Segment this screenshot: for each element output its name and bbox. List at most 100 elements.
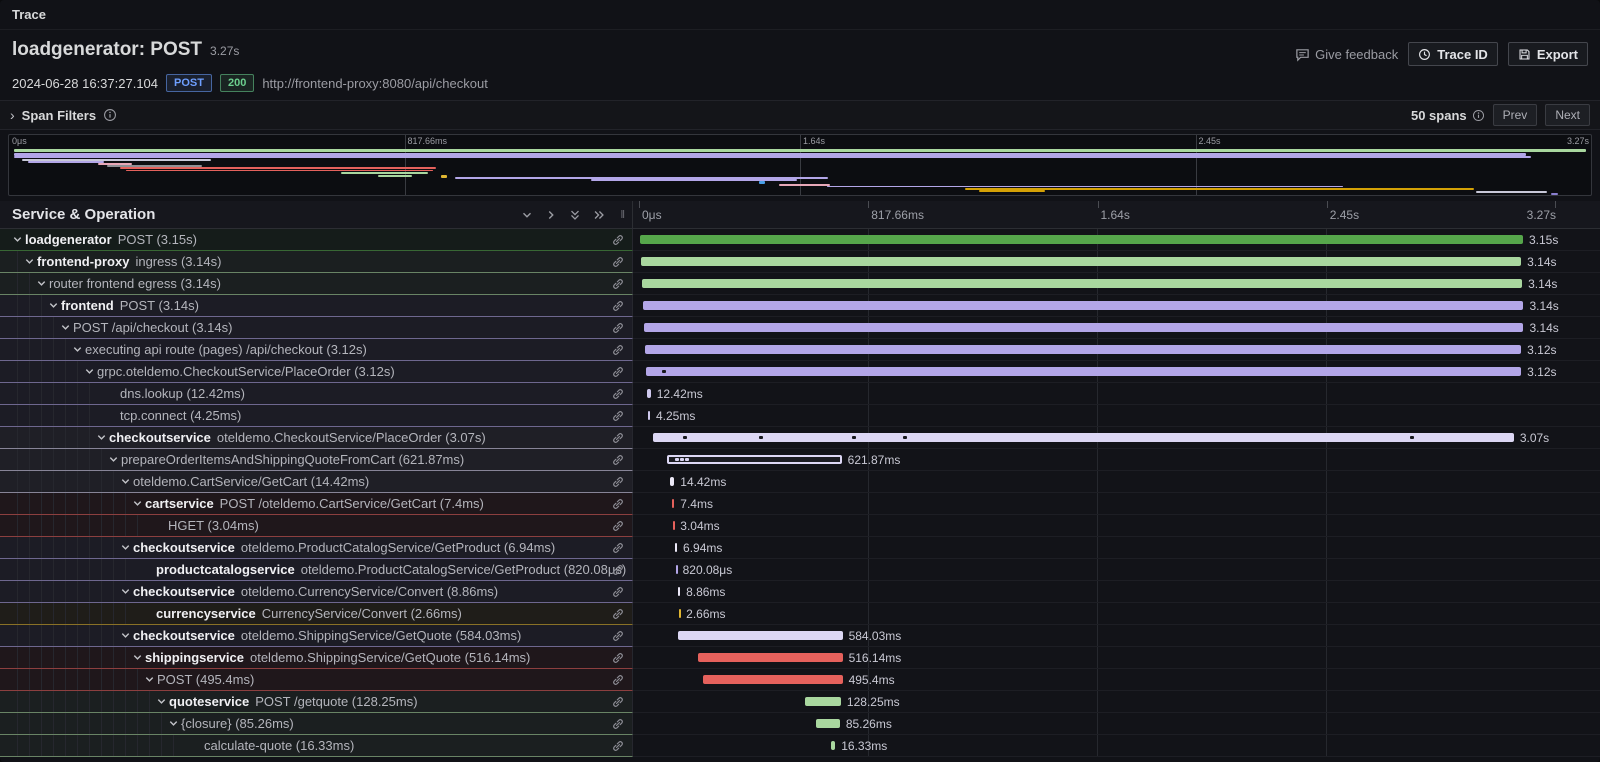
span-row[interactable]: prepareOrderItemsAndShippingQuoteFromCar… — [0, 449, 1600, 471]
span-row-timeline-cell[interactable]: 516.14ms — [633, 647, 1600, 669]
link-icon[interactable] — [611, 255, 625, 269]
link-icon[interactable] — [611, 365, 625, 379]
span-row-label-cell[interactable]: quoteservice POST /getquote (128.25ms) — [0, 691, 633, 713]
span-row[interactable]: shippingservice oteldemo.ShippingService… — [0, 647, 1600, 669]
span-filters-toggle[interactable]: › Span Filters — [10, 108, 117, 123]
span-row-label-cell[interactable]: frontend-proxy ingress (3.14s) — [0, 251, 633, 273]
prev-button[interactable]: Prev — [1492, 104, 1538, 126]
span-row-timeline-cell[interactable]: 3.04ms — [633, 515, 1600, 537]
double-chevron-right-icon[interactable] — [592, 208, 606, 222]
span-bar[interactable] — [672, 499, 675, 508]
span-row-timeline-cell[interactable]: 3.07s — [633, 427, 1600, 449]
span-bar[interactable] — [643, 301, 1524, 310]
link-icon[interactable] — [611, 607, 625, 621]
span-row[interactable]: oteldemo.CartService/GetCart (14.42ms) 1… — [0, 471, 1600, 493]
span-bar[interactable] — [678, 609, 681, 618]
span-row[interactable]: HGET (3.04ms) 3.04ms — [0, 515, 1600, 537]
link-icon[interactable] — [611, 277, 625, 291]
span-row[interactable]: executing api route (pages) /api/checkou… — [0, 339, 1600, 361]
span-row-label-cell[interactable]: grpc.oteldemo.CheckoutService/PlaceOrder… — [0, 361, 633, 383]
span-bar[interactable] — [641, 279, 1523, 288]
span-row-timeline-cell[interactable]: 2.66ms — [633, 603, 1600, 625]
chevron-down-icon[interactable] — [72, 344, 83, 355]
span-row-timeline-cell[interactable]: 16.33ms — [633, 735, 1600, 757]
link-icon[interactable] — [611, 739, 625, 753]
span-row-timeline-cell[interactable]: 3.12s — [633, 339, 1600, 361]
span-bar[interactable] — [672, 521, 675, 530]
span-row[interactable]: checkoutservice oteldemo.ProductCatalogS… — [0, 537, 1600, 559]
span-row-label-cell[interactable]: shippingservice oteldemo.ShippingService… — [0, 647, 633, 669]
span-row-timeline-cell[interactable]: 8.86ms — [633, 581, 1600, 603]
link-icon[interactable] — [611, 299, 625, 313]
chevron-down-icon[interactable] — [36, 278, 47, 289]
span-row-label-cell[interactable]: checkoutservice oteldemo.ShippingService… — [0, 625, 633, 647]
span-bar[interactable] — [667, 455, 842, 464]
span-row-timeline-cell[interactable]: 3.15s — [633, 229, 1600, 251]
chevron-down-icon[interactable] — [60, 322, 71, 333]
span-row-timeline-cell[interactable]: 7.4ms — [633, 493, 1600, 515]
link-icon[interactable] — [611, 387, 625, 401]
link-icon[interactable] — [611, 629, 625, 643]
chevron-down-icon[interactable] — [132, 652, 143, 663]
chevron-right-icon[interactable] — [544, 208, 558, 222]
link-icon[interactable] — [611, 651, 625, 665]
span-row-timeline-cell[interactable]: 584.03ms — [633, 625, 1600, 647]
span-bar[interactable] — [815, 719, 840, 728]
link-icon[interactable] — [611, 497, 625, 511]
span-bar[interactable] — [670, 477, 675, 486]
span-row-timeline-cell[interactable]: 3.14s — [633, 251, 1600, 273]
chevron-down-icon[interactable] — [168, 718, 179, 729]
span-bar[interactable] — [703, 675, 843, 684]
chevron-down-icon[interactable] — [156, 696, 167, 707]
span-row-label-cell[interactable]: calculate-quote (16.33ms) — [0, 735, 633, 757]
link-icon[interactable] — [611, 475, 625, 489]
span-row-label-cell[interactable]: productcatalogservice oteldemo.ProductCa… — [0, 559, 633, 581]
span-bar[interactable] — [830, 741, 836, 750]
span-bar[interactable] — [675, 565, 678, 574]
span-row-label-cell[interactable]: currencyservice CurrencyService/Convert … — [0, 603, 633, 625]
span-bar[interactable] — [644, 323, 1524, 332]
span-bar[interactable] — [645, 345, 1522, 354]
span-row[interactable]: currencyservice CurrencyService/Convert … — [0, 603, 1600, 625]
link-icon[interactable] — [611, 409, 625, 423]
span-bar[interactable] — [639, 235, 1523, 244]
chevron-down-icon[interactable] — [84, 366, 95, 377]
chevron-down-icon[interactable] — [96, 432, 107, 443]
span-row-timeline-cell[interactable]: 128.25ms — [633, 691, 1600, 713]
span-row-timeline-cell[interactable]: 3.12s — [633, 361, 1600, 383]
span-row[interactable]: loadgenerator POST (3.15s) 3.15s — [0, 229, 1600, 251]
link-icon[interactable] — [611, 453, 625, 467]
span-row[interactable]: tcp.connect (4.25ms) 4.25ms — [0, 405, 1600, 427]
link-icon[interactable] — [611, 233, 625, 247]
chevron-down-icon[interactable] — [12, 234, 23, 245]
chevron-down-icon[interactable] — [48, 300, 59, 311]
chevron-down-icon[interactable] — [120, 630, 131, 641]
chevron-down-icon[interactable] — [120, 586, 131, 597]
span-row-label-cell[interactable]: checkoutservice oteldemo.ProductCatalogS… — [0, 537, 633, 559]
span-row[interactable]: checkoutservice oteldemo.CheckoutService… — [0, 427, 1600, 449]
span-row-label-cell[interactable]: loadgenerator POST (3.15s) — [0, 229, 633, 251]
span-row-label-cell[interactable]: {closure} (85.26ms) — [0, 713, 633, 735]
span-row-label-cell[interactable]: executing api route (pages) /api/checkou… — [0, 339, 633, 361]
span-row-label-cell[interactable]: frontend POST (3.14s) — [0, 295, 633, 317]
span-row-timeline-cell[interactable]: 4.25ms — [633, 405, 1600, 427]
span-row-label-cell[interactable]: checkoutservice oteldemo.CheckoutService… — [0, 427, 633, 449]
chevron-down-icon[interactable] — [108, 454, 119, 465]
span-row-timeline-cell[interactable]: 14.42ms — [633, 471, 1600, 493]
link-icon[interactable] — [611, 695, 625, 709]
span-row-label-cell[interactable]: checkoutservice oteldemo.CurrencyService… — [0, 581, 633, 603]
span-row[interactable]: grpc.oteldemo.CheckoutService/PlaceOrder… — [0, 361, 1600, 383]
span-row-label-cell[interactable]: POST (495.4ms) — [0, 669, 633, 691]
span-row-timeline-cell[interactable]: 621.87ms — [633, 449, 1600, 471]
info-icon[interactable] — [1472, 109, 1485, 122]
chevron-down-icon[interactable] — [120, 476, 131, 487]
span-bar[interactable] — [674, 543, 678, 552]
span-row[interactable]: frontend-proxy ingress (3.14s) 3.14s — [0, 251, 1600, 273]
span-bar[interactable] — [647, 389, 651, 398]
span-row-label-cell[interactable]: oteldemo.CartService/GetCart (14.42ms) — [0, 471, 633, 493]
double-chevron-down-icon[interactable] — [568, 208, 582, 222]
span-row[interactable]: dns.lookup (12.42ms) 12.42ms — [0, 383, 1600, 405]
span-row[interactable]: checkoutservice oteldemo.CurrencyService… — [0, 581, 1600, 603]
span-row[interactable]: productcatalogservice oteldemo.ProductCa… — [0, 559, 1600, 581]
link-icon[interactable] — [611, 585, 625, 599]
